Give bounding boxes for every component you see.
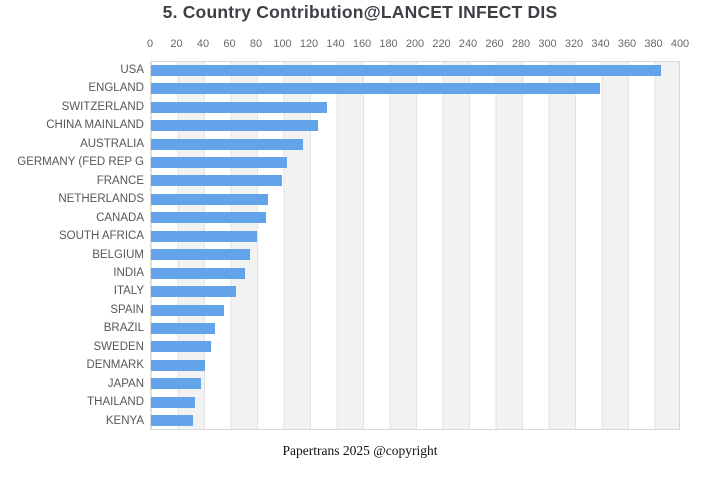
bar[interactable] — [151, 267, 246, 279]
bar[interactable] — [151, 175, 283, 187]
y-axis-label: INDIA — [113, 266, 144, 279]
y-axis-label: KENYA — [105, 414, 144, 427]
bar[interactable] — [151, 64, 662, 76]
bar[interactable] — [151, 378, 202, 390]
x-tick-label: 400 — [670, 38, 690, 50]
x-tick-label: 80 — [249, 38, 263, 50]
x-tick-label: 320 — [564, 38, 584, 50]
y-axis-label: ENGLAND — [88, 82, 144, 95]
y-axis-label: NETHERLANDS — [58, 193, 144, 206]
x-tick-label: 300 — [538, 38, 557, 50]
bar[interactable] — [151, 193, 268, 205]
y-axis-label: SWEDEN — [93, 340, 144, 353]
y-axis-label: FRANCE — [96, 174, 144, 187]
y-axis-label: AUSTRALIA — [80, 137, 144, 150]
bar[interactable] — [151, 286, 236, 298]
x-tick-label: 340 — [591, 38, 610, 50]
x-tick-label: 240 — [458, 38, 478, 50]
y-axis-label: CANADA — [96, 211, 144, 224]
y-axis-label: ITALY — [113, 285, 144, 298]
plot-area — [150, 61, 680, 430]
y-axis-label: THAILAND — [87, 396, 144, 409]
y-axis-label: GERMANY (FED REP G — [17, 156, 144, 169]
bar[interactable] — [151, 304, 224, 316]
x-tick-label: 200 — [405, 38, 425, 50]
x-tick-label: 20 — [170, 38, 183, 50]
y-axis-label: JAPAN — [107, 377, 144, 390]
y-axis-label: DENMARK — [86, 359, 144, 372]
footer-copyright: Papertrans 2025 @copyright — [282, 443, 438, 458]
x-tick-label: 220 — [432, 38, 451, 50]
bar[interactable] — [151, 230, 257, 242]
y-axis-label: CHINA MAINLAND — [46, 119, 144, 132]
x-tick-label: 100 — [273, 38, 292, 50]
chart-title: 5. Country Contribution@LANCET INFECT DI… — [162, 2, 558, 22]
y-axis: USA ENGLAND SWITZERLAND CHINA MAINLAND AUSTR… — [0, 61, 144, 430]
bar[interactable] — [151, 83, 601, 95]
y-axis-label: SPAIN — [110, 303, 144, 316]
x-tick-label: 160 — [352, 38, 372, 50]
x-tick-label: 60 — [223, 38, 236, 50]
y-axis-label: SWITZERLAND — [61, 100, 144, 113]
y-axis-label: SOUTH AFRICA — [59, 230, 144, 243]
x-tick-label: 280 — [511, 38, 531, 50]
bar[interactable] — [151, 359, 206, 371]
x-tick-label: 40 — [196, 38, 210, 50]
bar[interactable] — [151, 415, 194, 427]
y-axis-label: BELGIUM — [92, 248, 144, 261]
bar[interactable] — [151, 341, 211, 353]
y-axis-label: USA — [120, 64, 144, 76]
x-tick-label: 360 — [617, 38, 637, 50]
x-tick-label: 180 — [379, 38, 398, 50]
bar[interactable] — [151, 249, 251, 261]
bar[interactable] — [151, 120, 318, 132]
y-axis-label: BRAZIL — [103, 322, 144, 335]
x-tick-label: 0 — [146, 38, 154, 50]
bar[interactable] — [151, 323, 215, 335]
x-tick-label: 380 — [644, 38, 663, 50]
x-tick-label: 140 — [326, 38, 345, 50]
x-axis: 0 20 40 60 80 100 120 140 160 180 200 220 240 260 280 3… — [146, 38, 689, 52]
x-tick-label: 120 — [299, 38, 319, 50]
bar[interactable] — [151, 138, 304, 150]
bar[interactable] — [151, 212, 267, 224]
x-tick-label: 260 — [485, 38, 504, 50]
bar[interactable] — [151, 396, 195, 408]
bar[interactable] — [151, 156, 288, 168]
bar[interactable] — [151, 101, 328, 113]
